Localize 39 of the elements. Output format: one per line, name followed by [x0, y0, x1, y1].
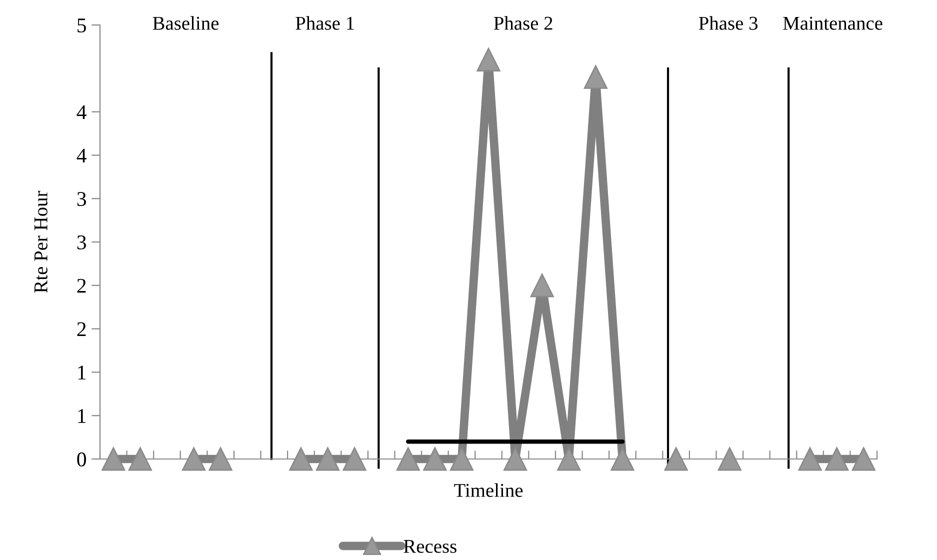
y-tick-label: 1 — [78, 409, 86, 423]
point — [208, 447, 232, 471]
legend-label: Recess — [404, 540, 456, 553]
x-axis-title: Timeline — [454, 483, 523, 497]
annotation: Phase 1 — [296, 16, 354, 30]
point — [584, 65, 608, 89]
point — [476, 48, 500, 72]
point — [423, 447, 447, 471]
point — [450, 447, 474, 471]
annotation: Maintenance — [783, 16, 882, 30]
y-tick-label: 2 — [77, 322, 86, 336]
point — [825, 447, 849, 471]
point — [557, 447, 581, 471]
y-tick-label: 1 — [78, 366, 86, 380]
annotation: Phase 2 — [494, 16, 552, 30]
point — [396, 447, 420, 471]
annotation: Phase 3 — [698, 16, 758, 30]
point — [664, 447, 688, 471]
y-tick-label: 4 — [76, 105, 86, 120]
point — [102, 447, 126, 471]
point — [718, 447, 742, 471]
y-tick-label: 5 — [78, 18, 86, 32]
y-axis-title: Rte Per Hour — [34, 190, 48, 293]
point — [503, 447, 528, 471]
y-tick-label: 0 — [77, 452, 86, 466]
point — [530, 274, 554, 298]
y-tick-label: 3 — [77, 192, 86, 206]
y-tick-label: 2 — [77, 278, 86, 293]
point — [182, 447, 206, 471]
y-tick-label: 4 — [76, 148, 86, 162]
point — [852, 447, 876, 471]
point — [316, 447, 340, 471]
y-tick-label: 3 — [77, 235, 86, 250]
annotation: Baseline — [152, 16, 219, 30]
point — [610, 447, 634, 471]
point — [798, 447, 822, 471]
point — [289, 447, 313, 471]
point — [128, 447, 152, 471]
point — [342, 447, 366, 471]
